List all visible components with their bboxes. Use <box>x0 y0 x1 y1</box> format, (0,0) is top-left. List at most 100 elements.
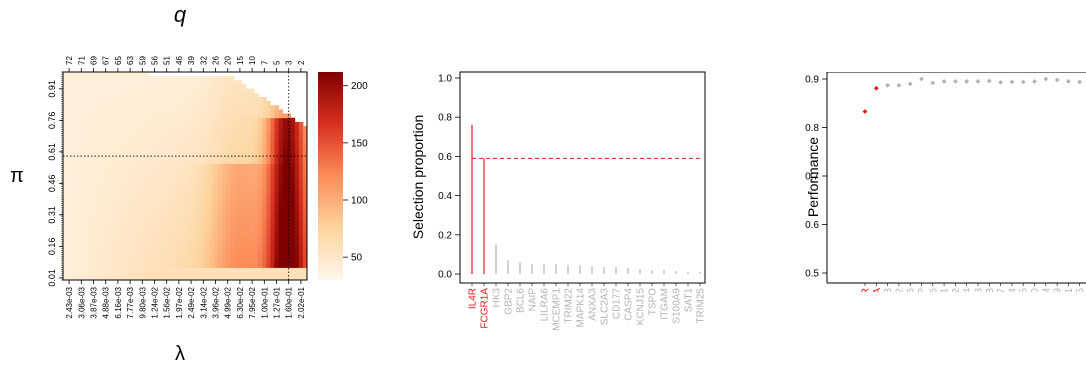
heatmap-cell <box>266 234 271 239</box>
heatmap-cell <box>144 80 149 85</box>
heatmap-cell <box>205 263 210 268</box>
heatmap-cell <box>274 171 279 177</box>
heatmap-cell <box>160 96 166 102</box>
heatmap-cell <box>160 84 166 90</box>
heatmap-cell <box>233 246 239 252</box>
heatmap-cell <box>241 213 247 218</box>
heatmap-cell <box>254 126 259 131</box>
heatmap-cell <box>111 213 117 218</box>
heatmap-cell <box>302 259 308 264</box>
heatmap-cell <box>164 255 170 260</box>
heatmap-cell <box>193 142 198 148</box>
heatmap-cell <box>270 184 275 189</box>
heatmap-cell <box>185 117 190 123</box>
heatmap-cell <box>189 101 194 106</box>
heatmap-cell <box>176 167 182 173</box>
heatmap-cell <box>172 255 178 260</box>
heatmap-cell <box>99 163 105 169</box>
heatmap-cell <box>132 109 137 114</box>
heatmap-cell <box>124 234 129 239</box>
heatmap-cell <box>111 188 117 194</box>
heatmap-cell <box>233 242 239 248</box>
heatmap-cell <box>205 171 210 177</box>
heatmap-cell <box>176 134 182 139</box>
heatmap-cell <box>229 96 235 102</box>
heatmap-cell <box>250 171 255 177</box>
heatmap-cell <box>91 96 96 102</box>
heatmap-cell <box>160 242 166 248</box>
heatmap-cell <box>87 234 92 239</box>
heatmap-cell <box>213 221 218 227</box>
heatmap-cell <box>270 130 275 135</box>
heatmap-cell <box>266 176 271 181</box>
heatmap-cell <box>250 134 255 139</box>
heatmap-cell <box>63 155 68 160</box>
heatmap-cell <box>71 76 76 81</box>
heatmap-cell <box>197 96 202 102</box>
heatmap-cell <box>103 221 109 227</box>
heatmap-cell <box>144 255 149 260</box>
heatmap-cell <box>172 151 178 156</box>
heatmap-cell <box>270 209 275 214</box>
heatmap-cell <box>99 271 105 277</box>
heatmap-cell <box>302 171 308 177</box>
heatmap-cell <box>286 134 292 139</box>
heatmap-cell <box>87 142 92 148</box>
heatmap-cell <box>152 142 157 148</box>
heatmap-cell <box>298 138 304 144</box>
heatmap-cell <box>156 121 161 127</box>
heatmap-cell <box>193 267 198 273</box>
heatmap-cell <box>164 238 170 243</box>
plot3-x-label: + MCEMP1 <box>940 288 951 340</box>
heatmap-cell <box>156 109 161 114</box>
heatmap-cell <box>107 196 113 202</box>
heatmap-cell <box>75 271 80 277</box>
heatmap-cell <box>111 209 117 214</box>
heatmap-cell <box>99 138 105 144</box>
heatmap-cell <box>67 84 72 90</box>
plot2-y-tick-label: 0.4 <box>438 191 452 202</box>
heatmap-cell <box>237 134 243 139</box>
heatmap-cell <box>237 171 243 177</box>
heatmap-cell <box>107 271 113 277</box>
heatmap-cell <box>193 230 198 235</box>
heatmap-cell <box>298 238 304 243</box>
plot2-x-label: TRIM22 <box>564 288 575 324</box>
heatmap-cell <box>278 159 283 164</box>
heatmap-cell <box>246 271 251 277</box>
heatmap-cell <box>221 151 227 156</box>
heatmap-cell <box>180 242 186 248</box>
heatmap-cell <box>136 205 141 210</box>
heatmap-cell <box>266 101 271 106</box>
heatmap-cell <box>286 205 292 210</box>
heatmap-cell <box>144 213 149 218</box>
heatmap-cell <box>115 159 121 164</box>
heatmap-cell <box>258 213 263 218</box>
heatmap-cell <box>237 255 243 260</box>
heatmap-cell <box>63 142 68 148</box>
heatmap-cell <box>83 176 88 181</box>
heatmap-cell <box>193 101 198 106</box>
heatmap-cell <box>278 167 283 173</box>
heatmap-cell <box>156 246 161 252</box>
heatmap-cell <box>197 113 202 119</box>
plot3-x-label: + S100A9 <box>1053 288 1064 333</box>
heatmap-cell <box>254 209 259 214</box>
heatmap-cell <box>225 263 231 268</box>
heatmap-cell <box>79 230 84 235</box>
heatmap-cell <box>103 250 109 256</box>
heatmap-cell <box>193 138 198 144</box>
heatmap-cell <box>176 238 182 243</box>
heatmap-cell <box>209 109 214 114</box>
heatmap-cell <box>71 184 76 189</box>
heatmap-cell <box>217 113 222 119</box>
plot2-y-tick-label: 1.0 <box>438 74 452 85</box>
heatmap-cell <box>164 163 170 169</box>
heatmap-cell <box>176 159 182 164</box>
heatmap-cell <box>148 196 153 202</box>
heatmap-cell <box>201 221 206 227</box>
heatmap-cell <box>237 192 243 198</box>
heatmap-cell <box>180 117 186 123</box>
heatmap-cell <box>67 217 72 223</box>
heatmap-cell <box>250 205 255 210</box>
